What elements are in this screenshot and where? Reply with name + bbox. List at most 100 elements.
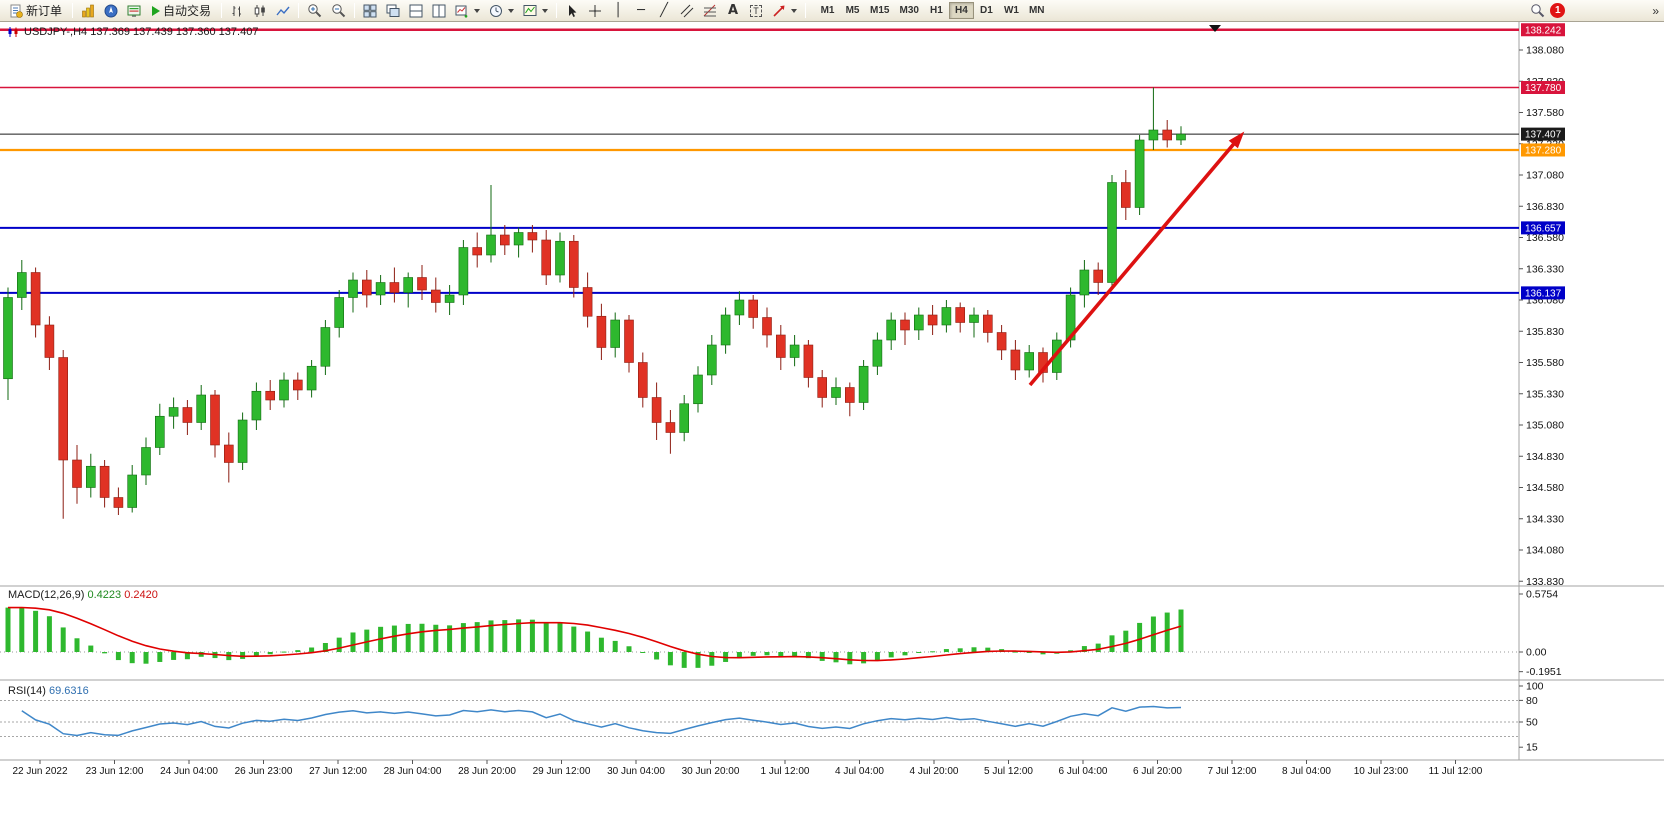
macd-histogram-bar — [240, 652, 246, 659]
horizontal-line-button[interactable]: ─ — [630, 1, 652, 21]
macd-histogram-bar — [612, 640, 618, 652]
timeframe-w1[interactable]: W1 — [1003, 5, 1019, 16]
time-label: 27 Jun 12:00 — [309, 766, 367, 777]
arrows-dropdown[interactable] — [768, 1, 801, 21]
vertical-line-button[interactable]: │ — [607, 1, 629, 21]
macd-histogram-bar — [861, 652, 867, 664]
auto-trading-button[interactable]: 自动交易 — [146, 1, 217, 21]
macd-histogram-bar — [957, 648, 963, 652]
trend-arrow-line[interactable] — [1028, 141, 1237, 387]
rsi-tick-label: 15 — [1526, 742, 1538, 754]
macd-histogram-bar — [350, 632, 356, 652]
cursor-button[interactable] — [561, 1, 583, 21]
timeframe-h1[interactable]: H1 — [930, 5, 943, 16]
tile-horizontal-icon — [409, 4, 423, 17]
macd-histogram-bar — [129, 652, 135, 664]
macd-histogram-bar — [447, 625, 453, 652]
cascade-windows-button[interactable] — [382, 1, 404, 21]
candle-body — [541, 239, 552, 276]
candle-body — [955, 307, 966, 323]
notification-count: 1 — [1555, 5, 1561, 16]
channel-button[interactable] — [676, 1, 698, 21]
rsi-tick-label: 50 — [1526, 717, 1538, 729]
macd-histogram-bar — [171, 652, 177, 660]
candle-body — [375, 282, 386, 296]
candle-body — [1010, 349, 1021, 371]
new-order-button[interactable]: 新订单 — [3, 1, 68, 21]
crosshair-button[interactable] — [584, 1, 606, 21]
candlestick-chart-icon — [254, 4, 265, 17]
macd-histogram-bar — [19, 607, 25, 652]
macd-histogram-bar — [5, 607, 11, 652]
toolbar-separator — [298, 3, 300, 18]
macd-histogram-bar — [930, 651, 936, 653]
macd-label: MACD(12,26,9) 0.4223 0.2420 — [8, 589, 158, 601]
text-label-button[interactable]: T — [745, 1, 767, 21]
time-label: 29 Jun 12:00 — [533, 766, 591, 777]
macd-histogram-bar — [736, 652, 742, 658]
rsi-tick-label: 80 — [1526, 695, 1538, 707]
fibonacci-icon — [703, 4, 717, 16]
zoom-in-button[interactable] — [303, 1, 326, 21]
macd-histogram-bar — [281, 651, 287, 653]
candle-body — [320, 327, 331, 367]
tile-vertical-button[interactable] — [428, 1, 450, 21]
line-chart-icon — [276, 6, 290, 15]
candle-body — [486, 234, 496, 256]
navigator-button[interactable] — [100, 1, 122, 21]
market-watch-button[interactable] — [77, 1, 99, 21]
tile-windows-icon — [363, 4, 377, 17]
macd-tick-label: 0.00 — [1526, 647, 1547, 659]
tile-horizontal-button[interactable] — [405, 1, 427, 21]
candlestick-chart-button[interactable] — [249, 1, 271, 21]
tile-windows-button[interactable] — [359, 1, 381, 21]
toolbar-separator — [354, 3, 356, 18]
price-line-label: 136.137 — [1525, 288, 1562, 299]
macd-histogram-bar — [1026, 652, 1032, 653]
price-line-label: 137.780 — [1525, 83, 1562, 94]
new-chart-dropdown[interactable] — [451, 1, 484, 21]
zoom-out-button[interactable] — [327, 1, 350, 21]
time-label: 5 Jul 12:00 — [984, 766, 1033, 777]
time-label: 30 Jun 20:00 — [682, 766, 740, 777]
bar-chart-button[interactable] — [226, 1, 248, 21]
macd-name: MACD(12,26,9) — [8, 589, 85, 601]
timeframe-d1[interactable]: D1 — [980, 5, 993, 16]
cascade-windows-icon — [386, 4, 400, 17]
price-tick-label: 135.080 — [1526, 420, 1564, 432]
chart-shift-marker[interactable] — [1209, 25, 1221, 32]
price-tick-label: 136.330 — [1526, 263, 1564, 275]
price-line-label-box — [1521, 127, 1565, 141]
text-button[interactable]: A — [722, 1, 744, 21]
new-chart-icon — [455, 5, 468, 18]
notification-badge[interactable]: 1 — [1550, 3, 1566, 18]
candle-body — [444, 294, 455, 303]
templates-dropdown[interactable] — [519, 1, 552, 21]
candle-body — [679, 403, 690, 433]
price-line-label: 138.242 — [1525, 25, 1562, 36]
timeframe-mn[interactable]: MN — [1028, 5, 1045, 16]
timeframe-m15[interactable]: M15 — [870, 5, 890, 16]
candle-body — [775, 334, 786, 358]
candle-body — [913, 314, 924, 331]
toolbar-overflow-icon[interactable]: » — [1652, 3, 1659, 18]
timeframe-m5[interactable]: M5 — [845, 5, 860, 16]
macd-histogram-bar — [681, 652, 687, 668]
search-button[interactable] — [1526, 1, 1549, 21]
price-tick-label: 138.080 — [1526, 45, 1564, 57]
periods-dropdown[interactable] — [485, 1, 518, 21]
line-chart-button[interactable] — [272, 1, 294, 21]
fibonacci-button[interactable] — [699, 1, 721, 21]
trend-arrow-head[interactable] — [1228, 131, 1245, 149]
timeframe-h4[interactable]: H4 — [948, 2, 974, 19]
terminal-button[interactable] — [123, 1, 145, 21]
candle-body — [582, 287, 593, 317]
timeframe-m30[interactable]: M30 — [899, 5, 919, 16]
chart-title-text: USDJPY-,H4 137.369 137.439 137.360 137.4… — [24, 26, 259, 38]
timeframe-m1[interactable]: M1 — [820, 5, 835, 16]
trendline-button[interactable]: ╱ — [653, 1, 675, 21]
candle-body — [1148, 129, 1159, 141]
time-label: 28 Jun 20:00 — [458, 766, 516, 777]
price-line-label-box — [1521, 286, 1565, 300]
chart-canvas[interactable]: 138.080137.830137.580137.330137.080136.8… — [0, 22, 1664, 832]
